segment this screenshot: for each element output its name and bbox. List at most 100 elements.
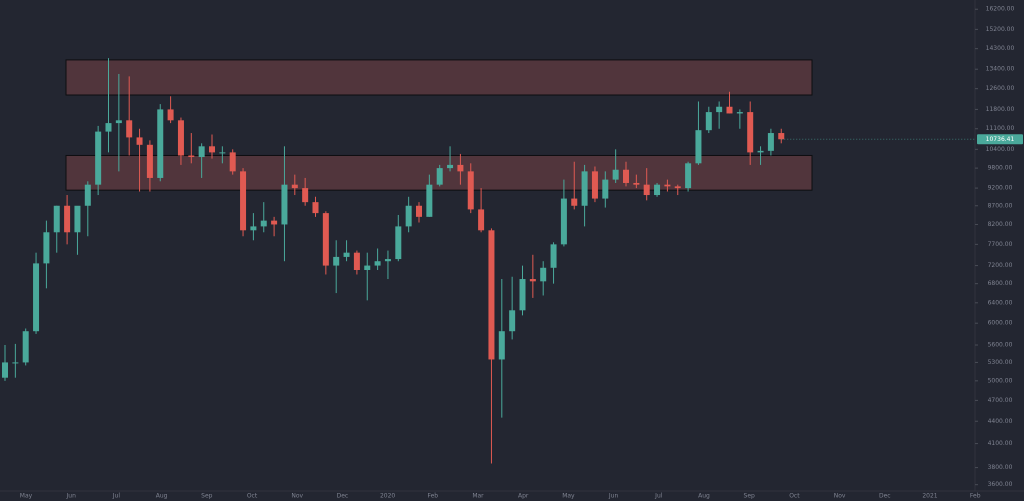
y-tick-label: 3600.00 — [988, 481, 1013, 488]
x-tick-label: Dec — [879, 493, 891, 500]
y-tick-label: 10400.00 — [986, 146, 1015, 153]
candle-body — [240, 171, 247, 231]
y-tick-label: 3800.00 — [988, 464, 1013, 471]
candle-body — [281, 184, 288, 225]
candle-body — [416, 205, 422, 217]
y-tick-label: 5600.00 — [988, 342, 1013, 349]
y-tick-label: 12600.00 — [986, 85, 1015, 92]
candle-body — [2, 362, 8, 378]
x-tick-label: Jul — [112, 493, 121, 500]
y-tick-label: 8200.00 — [988, 221, 1013, 228]
candle-body — [209, 146, 215, 153]
candle-body — [436, 168, 443, 185]
candle-body — [177, 120, 184, 156]
y-tick-label: 13400.00 — [986, 66, 1015, 73]
candle-body — [302, 188, 309, 203]
candle-body — [747, 112, 754, 153]
x-tick-label: Sep — [201, 493, 213, 500]
candle-body — [695, 130, 702, 164]
candle-body — [64, 205, 71, 233]
candle-body — [519, 279, 526, 311]
candle-body — [229, 152, 236, 172]
candle-body — [540, 267, 547, 282]
x-tick-label: Sep — [744, 493, 756, 500]
candle-body — [457, 164, 464, 172]
candle-body — [467, 171, 474, 210]
y-tick-label: 4400.00 — [988, 418, 1013, 425]
candle-body — [560, 198, 567, 245]
x-tick-label: May — [562, 493, 575, 500]
candle-body — [333, 256, 340, 266]
candle-body — [74, 205, 81, 233]
candle-body — [167, 109, 174, 121]
candle-body — [716, 106, 723, 113]
candle-body — [291, 184, 298, 189]
candle-body — [198, 146, 205, 158]
candle-body — [22, 331, 29, 363]
candle-body — [260, 220, 267, 227]
candle-body — [146, 144, 153, 178]
candle-body — [571, 198, 578, 206]
y-tick-label: 11800.00 — [986, 106, 1015, 113]
candle-body — [312, 202, 319, 214]
candle-body — [581, 171, 588, 206]
y-tick-label: 6000.00 — [988, 320, 1013, 327]
candle-body — [643, 184, 650, 196]
x-tick-label: 2021 — [922, 493, 937, 500]
candle-body — [136, 137, 143, 145]
y-tick-label: 5000.00 — [988, 377, 1013, 384]
candle-body — [778, 133, 785, 140]
candle-body — [509, 310, 516, 332]
y-tick-label: 9800.00 — [988, 165, 1013, 172]
y-tick-label: 15200.00 — [986, 26, 1015, 33]
y-tick-label: 7700.00 — [988, 241, 1013, 248]
candle-body — [664, 184, 671, 187]
candle-body — [674, 186, 681, 189]
candle-body — [53, 205, 60, 233]
candle-body — [757, 150, 764, 153]
x-tick-label: Mar — [472, 493, 484, 500]
y-tick-label: 7200.00 — [988, 262, 1013, 269]
candle-body — [633, 182, 640, 185]
x-tick-label: Feb — [970, 493, 981, 500]
candle-body — [550, 244, 557, 268]
candle-body — [188, 155, 195, 158]
candle-body — [726, 106, 733, 114]
candle-body — [736, 112, 743, 114]
candle-body — [612, 169, 619, 180]
x-tick-label: Oct — [247, 493, 258, 500]
candle-body — [654, 184, 661, 196]
x-tick-label: Nov — [834, 493, 846, 500]
candle-body — [529, 279, 536, 282]
x-tick-label: Jun — [608, 493, 619, 500]
candle-body — [374, 261, 381, 266]
candle-body — [219, 152, 226, 154]
candle-body — [685, 163, 692, 189]
resistance-zone — [65, 59, 813, 96]
y-tick-label: 8700.00 — [988, 202, 1013, 209]
y-tick-label: 4100.00 — [988, 440, 1013, 447]
x-tick-label: Aug — [698, 493, 710, 500]
candle-body — [705, 112, 712, 131]
y-tick-label: 6400.00 — [988, 299, 1013, 306]
candle-body — [405, 205, 412, 227]
x-tick-label: Aug — [156, 493, 168, 500]
x-tick-label: 2020 — [380, 493, 395, 500]
y-tick-label: 5300.00 — [988, 359, 1013, 366]
candle-body — [395, 226, 402, 260]
candle-body — [364, 265, 371, 270]
x-tick-label: Nov — [291, 493, 303, 500]
x-tick-label: Feb — [427, 493, 438, 500]
candle-body — [767, 133, 774, 151]
last-price-box — [977, 134, 1023, 145]
candle-body — [498, 331, 505, 360]
candle-body — [447, 164, 454, 169]
candle-body — [602, 179, 609, 199]
x-tick-label: Apr — [518, 493, 529, 500]
y-tick-label: 6800.00 — [988, 280, 1013, 287]
candle-body — [250, 226, 257, 231]
y-tick-label: 4700.00 — [988, 397, 1013, 404]
x-tick-label: May — [20, 493, 33, 500]
